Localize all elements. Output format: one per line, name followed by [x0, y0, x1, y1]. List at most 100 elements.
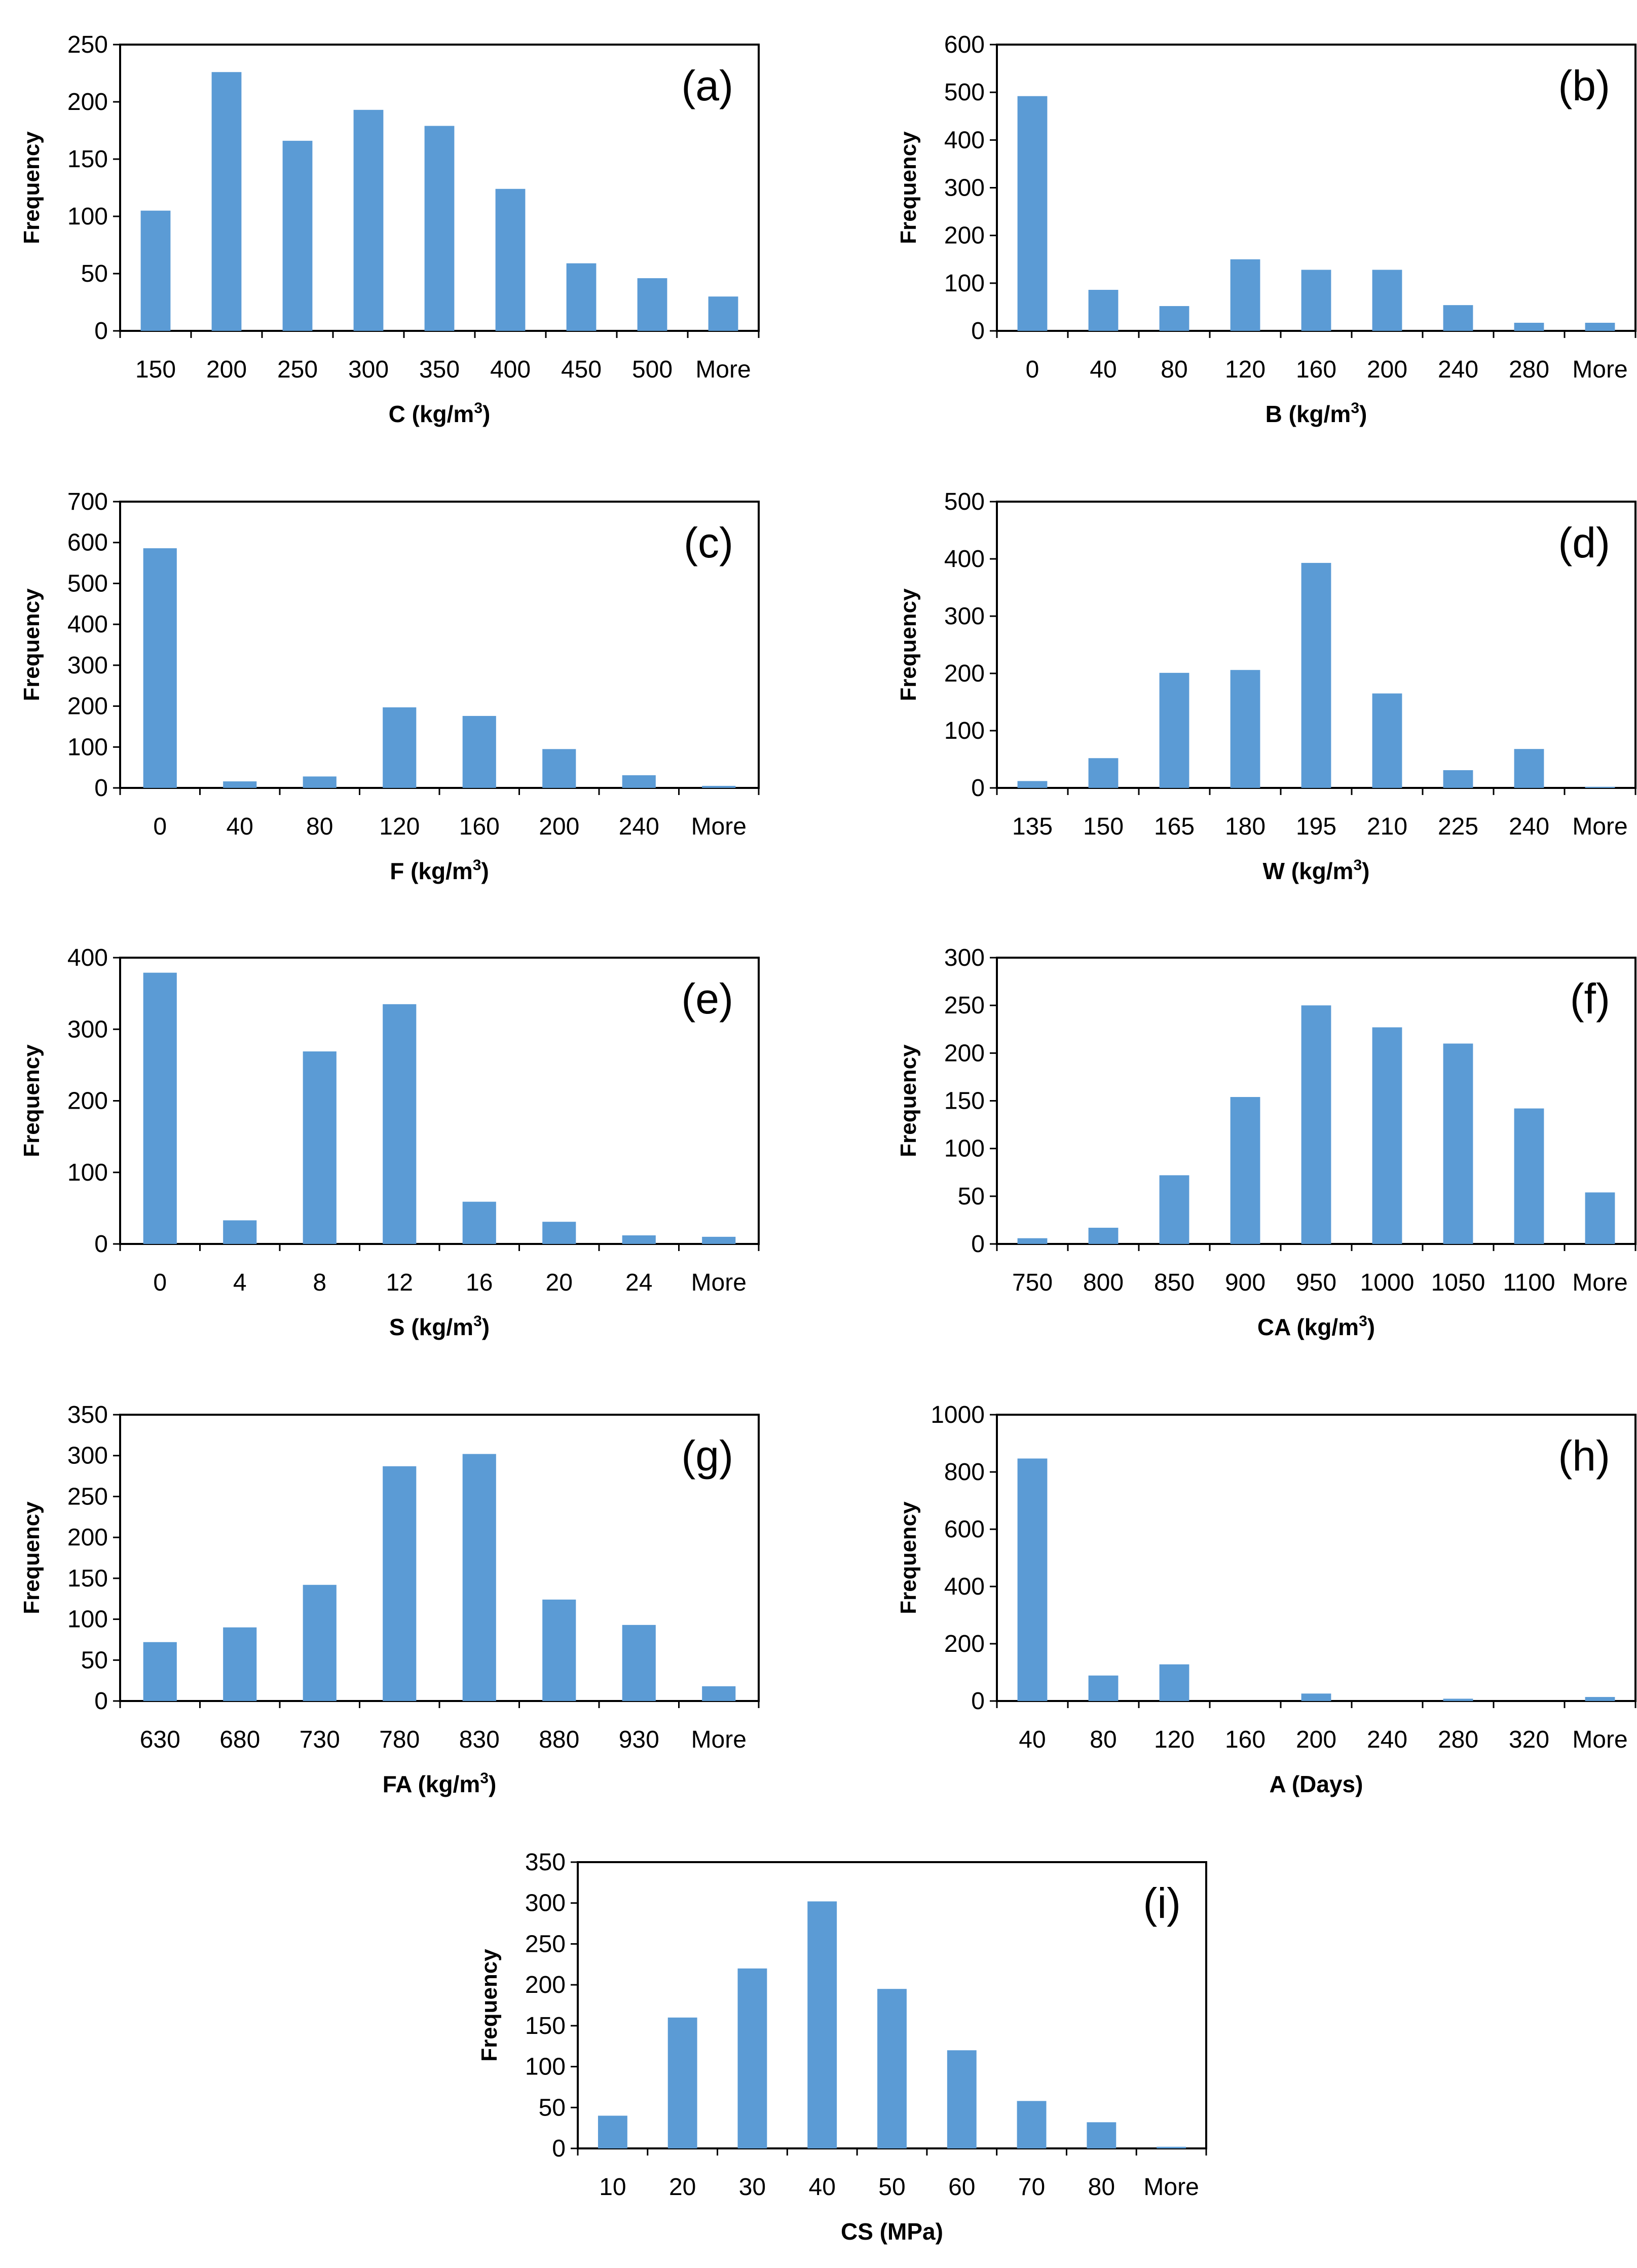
bar	[140, 210, 171, 331]
y-tick-label: 200	[944, 1040, 985, 1067]
y-tick-label: 100	[67, 203, 108, 230]
x-axis-title: CS (MPa)	[841, 2218, 943, 2245]
x-tick-label: 900	[1225, 1269, 1266, 1296]
y-tick-label: 400	[944, 546, 985, 573]
y-tick-label: 600	[944, 1516, 985, 1543]
x-tick-label: 80	[1090, 1726, 1117, 1753]
bar	[1372, 1027, 1402, 1244]
y-tick-label: 400	[944, 127, 985, 154]
x-tick-label: 165	[1154, 813, 1195, 840]
y-tick-label: 0	[552, 2135, 566, 2162]
bar	[462, 1201, 496, 1244]
y-tick-label: 200	[944, 660, 985, 687]
panel-label: (i)	[1143, 1879, 1181, 1927]
bar	[1230, 259, 1260, 331]
x-axis-title: A (Days)	[1270, 1771, 1363, 1797]
bar	[1159, 306, 1189, 331]
x-tick-label: More	[1572, 1269, 1627, 1296]
x-tick-label: 120	[1154, 1726, 1195, 1753]
x-tick-label: 850	[1154, 1269, 1195, 1296]
bar	[1159, 672, 1189, 788]
y-tick-label: 400	[67, 611, 108, 638]
x-tick-label: More	[691, 1269, 747, 1296]
bar	[542, 749, 576, 788]
bar	[1017, 1458, 1048, 1701]
histogram-panel: 0 50 100 150 200 250 300 350 630 680 730 780 830 880 9…	[19, 1402, 760, 1797]
y-tick-label: 200	[944, 1631, 985, 1657]
histogram-panel: 0 50 100 150 200 250 150 200 250 300 350 400 450 500 M…	[19, 31, 760, 427]
bar	[1514, 322, 1544, 331]
bar	[622, 1624, 656, 1701]
x-tick-label: 40	[809, 2174, 836, 2201]
y-tick-label: 300	[944, 944, 985, 971]
x-axis-title: CA (kg/m3)	[1257, 1313, 1375, 1340]
bar	[211, 72, 242, 331]
x-tick-label: 50	[878, 2174, 905, 2201]
x-tick-label: 120	[1225, 356, 1266, 383]
panel-label: (c)	[684, 519, 733, 566]
bar	[1443, 770, 1473, 788]
y-tick-label: 400	[67, 944, 108, 971]
y-tick-label: 400	[944, 1573, 985, 1600]
bar	[1157, 2146, 1186, 2148]
bar	[1514, 749, 1544, 788]
y-axis-title: Frequency	[19, 131, 44, 244]
bar	[1088, 290, 1119, 331]
y-tick-label: 50	[958, 1183, 985, 1210]
x-tick-label: 300	[348, 356, 389, 383]
y-axis-title: Frequency	[896, 588, 921, 701]
y-tick-label: 300	[67, 1443, 108, 1469]
y-axis-title: Frequency	[896, 1044, 921, 1157]
x-axis-title: W (kg/m3)	[1263, 857, 1370, 884]
histogram-panel: 0 50 100 150 200 250 300 350 10 20 30 40 50 60 70 80 Mor…	[477, 1849, 1207, 2245]
y-tick-label: 200	[525, 1972, 566, 1998]
bar	[353, 109, 384, 331]
x-tick-label: 60	[948, 2174, 975, 2201]
y-tick-label: 150	[67, 1565, 108, 1592]
x-tick-label: 12	[386, 1269, 413, 1296]
histogram-panel: 0 50 100 150 200 250 300 750 800 850 900 950 1000 105…	[896, 944, 1636, 1340]
y-tick-label: 0	[94, 775, 108, 802]
bar	[566, 263, 597, 331]
bar	[495, 188, 526, 331]
y-tick-label: 150	[944, 1088, 985, 1115]
x-tick-label: 320	[1509, 1726, 1549, 1753]
x-tick-label: 180	[1225, 813, 1266, 840]
x-tick-label: 210	[1367, 813, 1407, 840]
bar	[542, 1222, 576, 1244]
bar	[877, 1989, 907, 2148]
panel-label: (e)	[681, 975, 733, 1023]
bar	[1443, 1043, 1473, 1244]
bar	[737, 1968, 767, 2148]
panel-label: (d)	[1558, 519, 1610, 566]
bar	[143, 972, 177, 1244]
x-tick-label: More	[1143, 2174, 1199, 2201]
x-tick-label: 20	[546, 1269, 573, 1296]
x-tick-label: 20	[669, 2174, 696, 2201]
bar	[708, 296, 738, 331]
bar	[1301, 1693, 1331, 1701]
bar	[1017, 96, 1048, 331]
y-tick-label: 100	[67, 1606, 108, 1633]
x-tick-label: 10	[599, 2174, 626, 2201]
y-axis-title: Frequency	[477, 1949, 502, 2062]
x-tick-label: 240	[1438, 356, 1478, 383]
y-tick-label: 0	[971, 318, 985, 345]
y-tick-label: 500	[67, 570, 108, 597]
y-tick-label: 100	[944, 717, 985, 744]
x-axis-title: S (kg/m3)	[389, 1313, 490, 1340]
x-tick-label: 200	[1296, 1726, 1336, 1753]
bar	[622, 775, 656, 788]
x-tick-label: More	[1572, 813, 1627, 840]
y-tick-label: 100	[944, 1136, 985, 1162]
y-tick-label: 350	[525, 1849, 566, 1876]
histogram-panel: 0 100 200 300 400 0 4 8 12 16 20 24 More S (kg/m3) Fre…	[19, 944, 760, 1340]
x-tick-label: 350	[419, 356, 460, 383]
bar	[1443, 305, 1473, 331]
bar	[807, 1901, 837, 2148]
x-tick-label: 80	[1161, 356, 1187, 383]
x-tick-label: 240	[1367, 1726, 1407, 1753]
bar	[702, 1686, 736, 1701]
x-tick-label: 120	[379, 813, 420, 840]
bar	[1301, 270, 1331, 331]
